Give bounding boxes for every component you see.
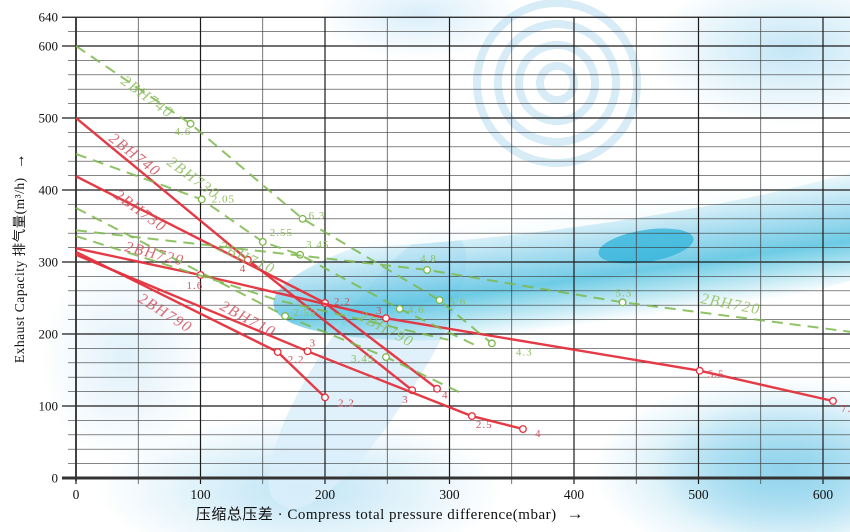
marker-label-2BH790-solid: 2.2 — [338, 397, 355, 409]
marker-label-2BH730-solid: 4 — [442, 390, 449, 402]
marker-2BH790-solid — [273, 348, 282, 356]
y-tick-label: 300 — [39, 255, 59, 270]
y-tick-label: 640 — [39, 10, 59, 25]
y-axis-arrow-icon: → — [11, 152, 28, 170]
marker-label-2BH740-dashed: 4.6 — [175, 126, 192, 138]
curve-2BH790-dashed — [75, 235, 449, 341]
marker-label-2BH710-dashed: 3.45 — [351, 353, 374, 365]
marker-2BH710-solid — [467, 412, 476, 421]
y-tick-label: 0 — [52, 471, 59, 486]
marker-label-2BH720-solid: 3 — [376, 305, 383, 317]
marker-label-2BH740-dashed: 4.3 — [516, 346, 533, 358]
curve-2BH730-dashed — [75, 153, 475, 346]
marker-label-2BH740-solid: 3 — [402, 394, 409, 406]
marker-label-2BH720-dashed: 5.3 — [616, 287, 633, 299]
x-tick-label: 100 — [190, 487, 211, 502]
curve-2BH710-solid — [75, 253, 524, 431]
marker-label-2BH710-solid: 4 — [535, 428, 542, 440]
marker-2BH740-dashed — [487, 339, 496, 348]
marker-2BH710-dashed — [382, 353, 390, 361]
x-tick-label: 600 — [813, 487, 834, 502]
marker-2BH720-solid — [695, 366, 704, 375]
marker-2BH710-solid — [303, 347, 312, 356]
marker-2BH730-dashed — [395, 304, 404, 313]
marker-2BH720-dashed — [618, 298, 627, 307]
marker-2BH740-dashed — [186, 119, 195, 128]
x-tick-label: 400 — [564, 487, 585, 502]
y-tick-label: 600 — [39, 39, 59, 54]
marker-2BH710-dashed — [281, 312, 290, 320]
marker-2BH720-solid — [382, 314, 390, 323]
x-tick-label: 0 — [73, 487, 80, 502]
marker-label-2BH730-dashed: 2.55 — [270, 227, 293, 239]
marker-label-2BH730-solid: 2.2 — [334, 296, 351, 308]
model-label-2BH730-solid: 2BH730 — [111, 186, 170, 235]
marker-label-2BH740-solid: 4 — [240, 263, 247, 275]
marker-2BH710-solid — [519, 425, 527, 433]
marker-2BH740-dashed — [298, 214, 307, 223]
marker-2BH730-solid — [433, 384, 441, 393]
y-tick-label: 200 — [39, 327, 59, 342]
curve-2BH720-dashed — [75, 229, 850, 333]
marker-label-2BH740-dashed: 6.3 — [309, 210, 326, 222]
y-axis-label: Exhaust Capacity 排气量(m³/h) — [12, 177, 27, 364]
marker-label-2BH710-solid: 3 — [310, 337, 317, 349]
y-tick-label: 500 — [39, 111, 59, 126]
model-label-2BH730-dashed: 2BH730 — [164, 153, 223, 202]
curve-2BH740-dashed — [75, 45, 493, 345]
marker-label-2BH730-dashed: 2.05 — [212, 193, 235, 205]
x-axis-arrow-icon: → — [566, 504, 585, 523]
marker-label-2BH740-dashed: 5.6 — [450, 296, 467, 308]
marker-label-2BH730-dashed: 4.6 — [408, 304, 425, 316]
model-label-2BH740-dashed: 2BH740 — [118, 72, 177, 121]
marker-2BH730-dashed — [197, 195, 206, 204]
x-tick-label: 500 — [688, 487, 709, 502]
y-axis-title: Exhaust Capacity 排气量(m³/h) → — [8, 23, 28, 493]
x-axis-label: 压缩总压差 · Compress total pressure differen… — [195, 507, 557, 523]
marker-2BH720-solid — [829, 397, 837, 405]
x-axis-title: 压缩总压差 · Compress total pressure differen… — [0, 503, 780, 524]
x-tick-label: 300 — [439, 487, 460, 502]
marker-label-2BH710-dashed: 2.55 — [293, 307, 316, 319]
marker-2BH730-dashed — [258, 237, 267, 246]
y-tick-label: 400 — [39, 183, 59, 198]
marker-label-2BH720-solid: 5.5 — [708, 369, 725, 381]
marker-label-2BH790-solid: 2.2 — [288, 354, 305, 366]
marker-label-2BH720-solid: 7.5 — [841, 403, 850, 415]
marker-2BH790-solid — [321, 393, 329, 402]
model-label-2BH740-solid: 2BH740 — [106, 130, 164, 181]
curve-2BH710-dashed — [75, 207, 460, 394]
marker-label-2BH720-dashed: 4.8 — [420, 253, 437, 265]
y-tick-label: 100 — [39, 399, 59, 414]
marker-label-2BH720-solid: 1.6 — [187, 280, 204, 292]
model-label-2BH710-dashed: 2BH710 — [215, 238, 277, 278]
x-tick-label: 200 — [315, 487, 336, 502]
marker-2BH720-dashed — [423, 265, 432, 274]
marker-label-2BH710-solid: 2.5 — [476, 419, 493, 431]
marker-label-2BH730-dashed: 3.45 — [306, 239, 329, 251]
marker-2BH740-dashed — [435, 296, 444, 305]
